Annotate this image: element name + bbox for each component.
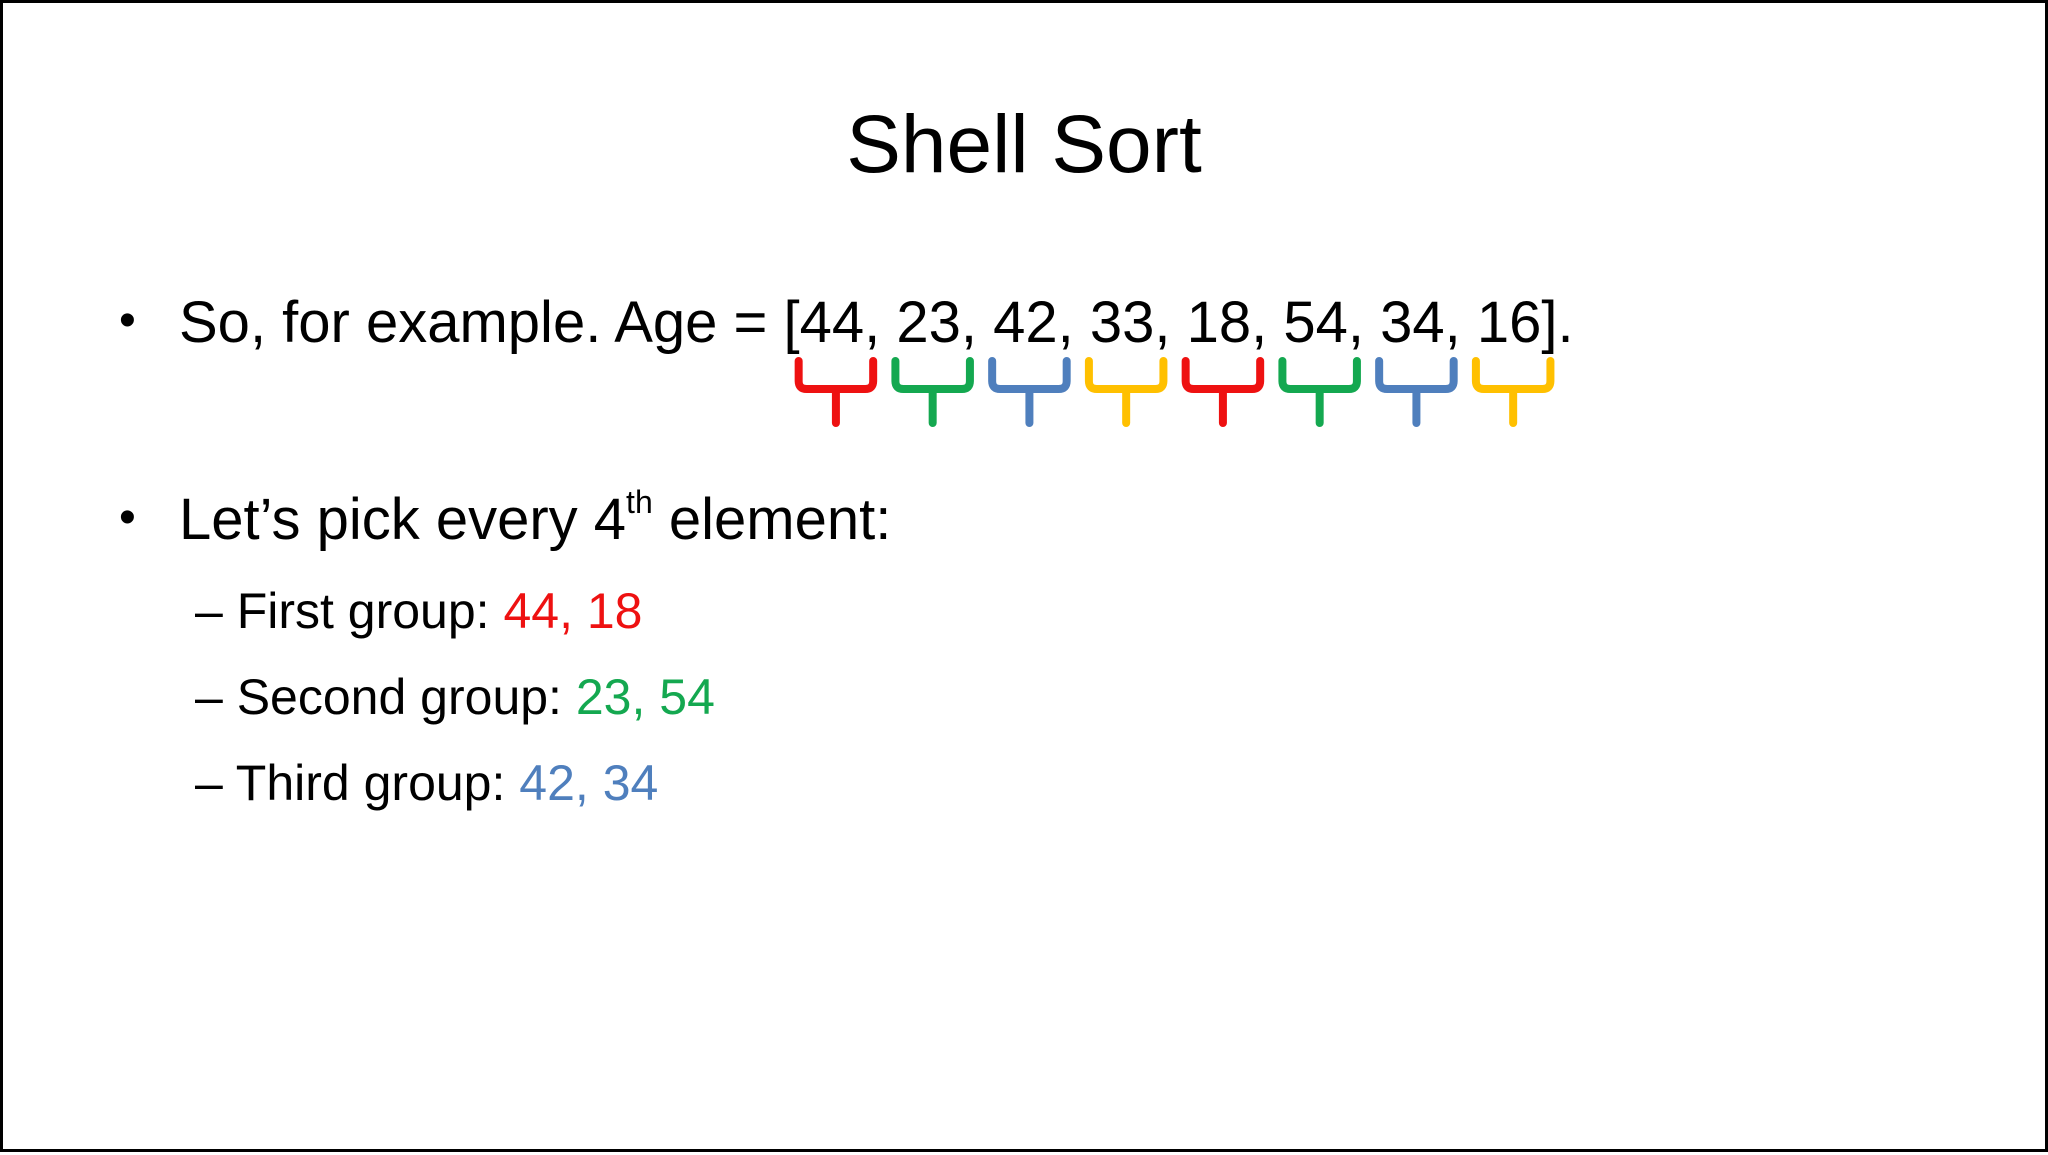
array-separator: , — [1444, 290, 1477, 355]
group-brace — [1181, 357, 1265, 427]
array-value: 33 — [1089, 290, 1155, 355]
array-value: 18 — [1186, 290, 1252, 355]
array-open-bracket: [ — [783, 290, 800, 355]
array-separator: , — [1251, 290, 1284, 355]
ordinal-suffix: th — [626, 484, 653, 520]
dash-marker: – — [195, 583, 237, 639]
array-value: 34 — [1380, 290, 1445, 355]
group-brace — [794, 357, 878, 427]
group-brace — [891, 357, 974, 427]
group-label: Third group: — [235, 755, 520, 811]
group-comma: , — [574, 755, 603, 811]
array-separator: , — [1057, 290, 1090, 355]
group-brace — [1375, 357, 1458, 427]
pick-bullet: Let’s pick every 4th element: — [179, 484, 892, 563]
group-comma: , — [559, 583, 587, 639]
pick-text-after: element: — [652, 487, 892, 552]
group-brace — [1084, 357, 1168, 427]
group-brace — [988, 357, 1071, 427]
array-separator: , — [1347, 290, 1381, 355]
group-comma: , — [631, 669, 660, 725]
pick-text: Let’s pick every 4 — [179, 487, 627, 552]
dash-marker: – — [195, 755, 236, 811]
array-value: 42 — [993, 290, 1058, 355]
group-value: 42 — [519, 755, 575, 811]
bullet-marker: • — [119, 491, 136, 544]
array-separator: , — [1154, 290, 1187, 355]
array-separator: , — [960, 290, 994, 355]
example-prefix: So, for example. Age = — [179, 290, 784, 355]
group-value: 23 — [575, 669, 632, 725]
slide-title: Shell Sort — [846, 99, 1202, 190]
array-value: 16 — [1476, 290, 1542, 355]
group-value: 34 — [602, 755, 659, 811]
example-bullet: So, for example. Age = [44, 23, 42, 33, … — [179, 288, 1574, 358]
group-brace — [1471, 357, 1555, 427]
group-label: Second group: — [236, 669, 576, 725]
array-close-bracket: ]. — [1541, 290, 1574, 355]
group-brace — [1278, 357, 1361, 427]
array-separator: , — [864, 290, 897, 355]
group-label: First group: — [236, 583, 504, 639]
group-item-second: – Second group: 23, 54 — [195, 667, 715, 727]
group-item-third: – Third group: 42, 34 — [195, 753, 658, 813]
array-value: 23 — [896, 290, 961, 355]
group-item-first: – First group: 44, 18 — [195, 581, 643, 641]
dash-marker: – — [195, 669, 237, 725]
bullet-marker: • — [119, 294, 136, 347]
array-value: 54 — [1283, 290, 1348, 355]
group-value: 54 — [659, 669, 715, 725]
group-value: 44 — [503, 583, 560, 639]
array-value: 44 — [799, 290, 865, 355]
group-value: 18 — [586, 583, 643, 639]
